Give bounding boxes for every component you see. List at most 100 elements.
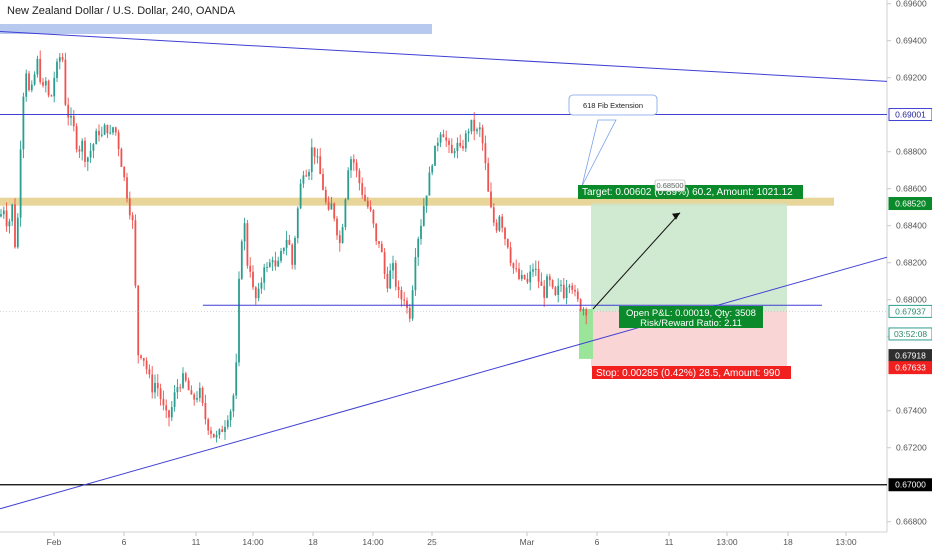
candle-down[interactable] xyxy=(148,364,151,379)
candle-down[interactable] xyxy=(571,282,574,294)
candle-up[interactable] xyxy=(439,131,442,148)
candle-up[interactable] xyxy=(431,163,434,176)
candle-down[interactable] xyxy=(361,177,364,199)
candle-up[interactable] xyxy=(36,55,39,78)
candle-down[interactable] xyxy=(484,135,487,171)
candle-up[interactable] xyxy=(347,167,350,201)
candle-down[interactable] xyxy=(39,50,42,85)
candle-up[interactable] xyxy=(268,258,271,268)
candle-up[interactable] xyxy=(425,195,428,213)
candle-up[interactable] xyxy=(173,384,176,412)
candle-up[interactable] xyxy=(44,77,47,93)
candle-down[interactable] xyxy=(551,279,554,290)
candle-up[interactable] xyxy=(109,124,112,135)
candle-down[interactable] xyxy=(540,272,543,286)
candle-up[interactable] xyxy=(330,196,333,210)
candle-up[interactable] xyxy=(316,148,319,164)
candle-up[interactable] xyxy=(476,127,478,135)
candle-down[interactable] xyxy=(338,230,341,252)
candle-up[interactable] xyxy=(498,215,501,232)
candle-down[interactable] xyxy=(512,262,515,274)
candle-up[interactable] xyxy=(565,279,568,305)
candle-up[interactable] xyxy=(56,58,58,82)
candle-up[interactable] xyxy=(470,119,473,135)
lower-trendline[interactable] xyxy=(0,256,888,510)
candle-up[interactable] xyxy=(19,140,22,227)
candle-down[interactable] xyxy=(397,280,400,299)
candle-down[interactable] xyxy=(383,248,386,280)
candle-down[interactable] xyxy=(364,186,366,202)
candle-down[interactable] xyxy=(492,203,495,227)
candle-up[interactable] xyxy=(30,80,33,93)
candle-up[interactable] xyxy=(70,107,72,126)
candle-down[interactable] xyxy=(184,371,187,383)
candle-up[interactable] xyxy=(215,430,218,443)
candle-up[interactable] xyxy=(229,409,232,427)
candle-up[interactable] xyxy=(436,137,439,152)
candle-up[interactable] xyxy=(232,393,235,418)
candle-down[interactable] xyxy=(333,202,336,222)
candle-down[interactable] xyxy=(380,240,383,253)
candle-up[interactable] xyxy=(299,179,302,210)
candle-down[interactable] xyxy=(246,219,249,269)
candle-up[interactable] xyxy=(434,145,436,166)
candle-down[interactable] xyxy=(28,70,30,92)
callout-box[interactable] xyxy=(568,94,658,116)
candle-down[interactable] xyxy=(372,209,375,228)
candle-up[interactable] xyxy=(198,382,201,402)
candle-up[interactable] xyxy=(33,71,36,86)
candle-up[interactable] xyxy=(529,264,532,291)
candle-down[interactable] xyxy=(61,53,64,63)
candle-down[interactable] xyxy=(375,223,378,245)
candle-up[interactable] xyxy=(2,206,5,219)
candle-up[interactable] xyxy=(81,138,84,161)
candle-down[interactable] xyxy=(501,214,504,233)
candle-down[interactable] xyxy=(448,137,450,154)
candle-up[interactable] xyxy=(456,137,459,159)
candle-up[interactable] xyxy=(560,279,562,292)
candle-up[interactable] xyxy=(260,277,263,294)
candle-down[interactable] xyxy=(252,265,254,290)
candle-up[interactable] xyxy=(294,235,296,270)
candle-down[interactable] xyxy=(288,234,291,246)
candle-down[interactable] xyxy=(369,200,372,212)
candle-down[interactable] xyxy=(67,97,70,126)
candle-down[interactable] xyxy=(47,79,50,98)
candle-down[interactable] xyxy=(319,147,322,175)
candle-up[interactable] xyxy=(546,273,548,299)
candle-up[interactable] xyxy=(422,198,425,227)
candle-down[interactable] xyxy=(168,409,170,427)
candle-up[interactable] xyxy=(277,256,280,268)
candle-down[interactable] xyxy=(526,272,529,285)
candle-down[interactable] xyxy=(490,182,492,209)
candle-up[interactable] xyxy=(420,219,422,245)
candle-down[interactable] xyxy=(358,168,361,191)
candle-up[interactable] xyxy=(196,391,198,403)
target-label-box[interactable] xyxy=(578,185,803,199)
candle-up[interactable] xyxy=(170,401,173,422)
candle-up[interactable] xyxy=(240,239,243,280)
candle-down[interactable] xyxy=(462,139,464,152)
candle-up[interactable] xyxy=(263,263,266,291)
candle-up[interactable] xyxy=(417,236,420,266)
candle-down[interactable] xyxy=(313,147,316,165)
candle-down[interactable] xyxy=(72,110,75,132)
candle-down[interactable] xyxy=(210,426,212,439)
candle-down[interactable] xyxy=(131,212,134,229)
candle-down[interactable] xyxy=(137,285,140,364)
candle-up[interactable] xyxy=(557,278,560,303)
candle-up[interactable] xyxy=(100,126,103,138)
pnl-label-box[interactable] xyxy=(619,306,763,328)
resistance-zone[interactable] xyxy=(0,197,834,206)
candle-down[interactable] xyxy=(366,196,369,209)
candle-up[interactable] xyxy=(520,270,523,282)
candle-down[interactable] xyxy=(355,159,358,178)
candle-down[interactable] xyxy=(450,138,453,154)
candle-down[interactable] xyxy=(78,145,81,158)
badge-67633[interactable] xyxy=(888,361,932,375)
candle-down[interactable] xyxy=(64,52,67,106)
candle-down[interactable] xyxy=(179,383,182,393)
candle-up[interactable] xyxy=(176,379,179,399)
candle-up[interactable] xyxy=(411,285,414,321)
